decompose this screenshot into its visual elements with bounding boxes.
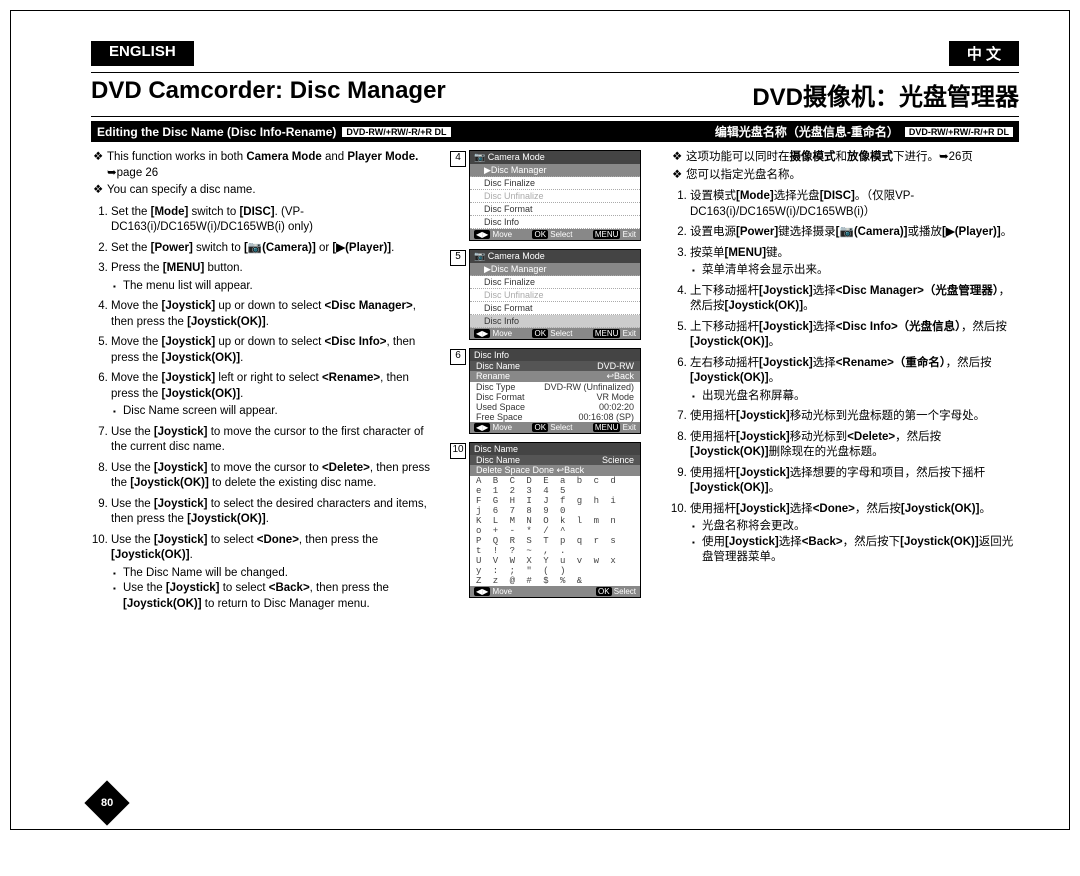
- screen-10: 10 Disc Name Disc NameScience Delete Spa…: [469, 442, 641, 598]
- lang-english: ENGLISH: [91, 41, 194, 66]
- subtitle-en: Editing the Disc Name (Disc Info-Rename): [97, 125, 336, 139]
- lang-chinese: 中 文: [949, 41, 1019, 66]
- subtitle-cn: 编辑光盘名称（光盘信息-重命名）: [715, 123, 899, 140]
- english-column: This function works in both Camera Mode …: [91, 150, 440, 617]
- screenshots-column: 4 📷 Camera Mode ▶Disc Manager Disc Final…: [450, 150, 660, 617]
- page-number: 80: [84, 780, 129, 825]
- title-cn: DVD摄像机：光盘管理器: [752, 77, 1019, 112]
- title-en: DVD Camcorder: Disc Manager: [91, 77, 446, 112]
- screen-5: 5 📷 Camera Mode ▶Disc Manager Disc Final…: [469, 249, 641, 340]
- format-badge-en: DVD-RW/+RW/-R/+R DL: [342, 127, 450, 137]
- screen-6: 6 Disc Info Disc NameDVD-RW Rename↩Back …: [469, 348, 641, 434]
- format-badge-cn: DVD-RW/+RW/-R/+R DL: [905, 127, 1013, 137]
- chinese-column: 这项功能可以同时在摄像模式和放像模式下进行。➥26页 您可以指定光盘名称。 设置…: [670, 150, 1019, 617]
- screen-4: 4 📷 Camera Mode ▶Disc Manager Disc Final…: [469, 150, 641, 241]
